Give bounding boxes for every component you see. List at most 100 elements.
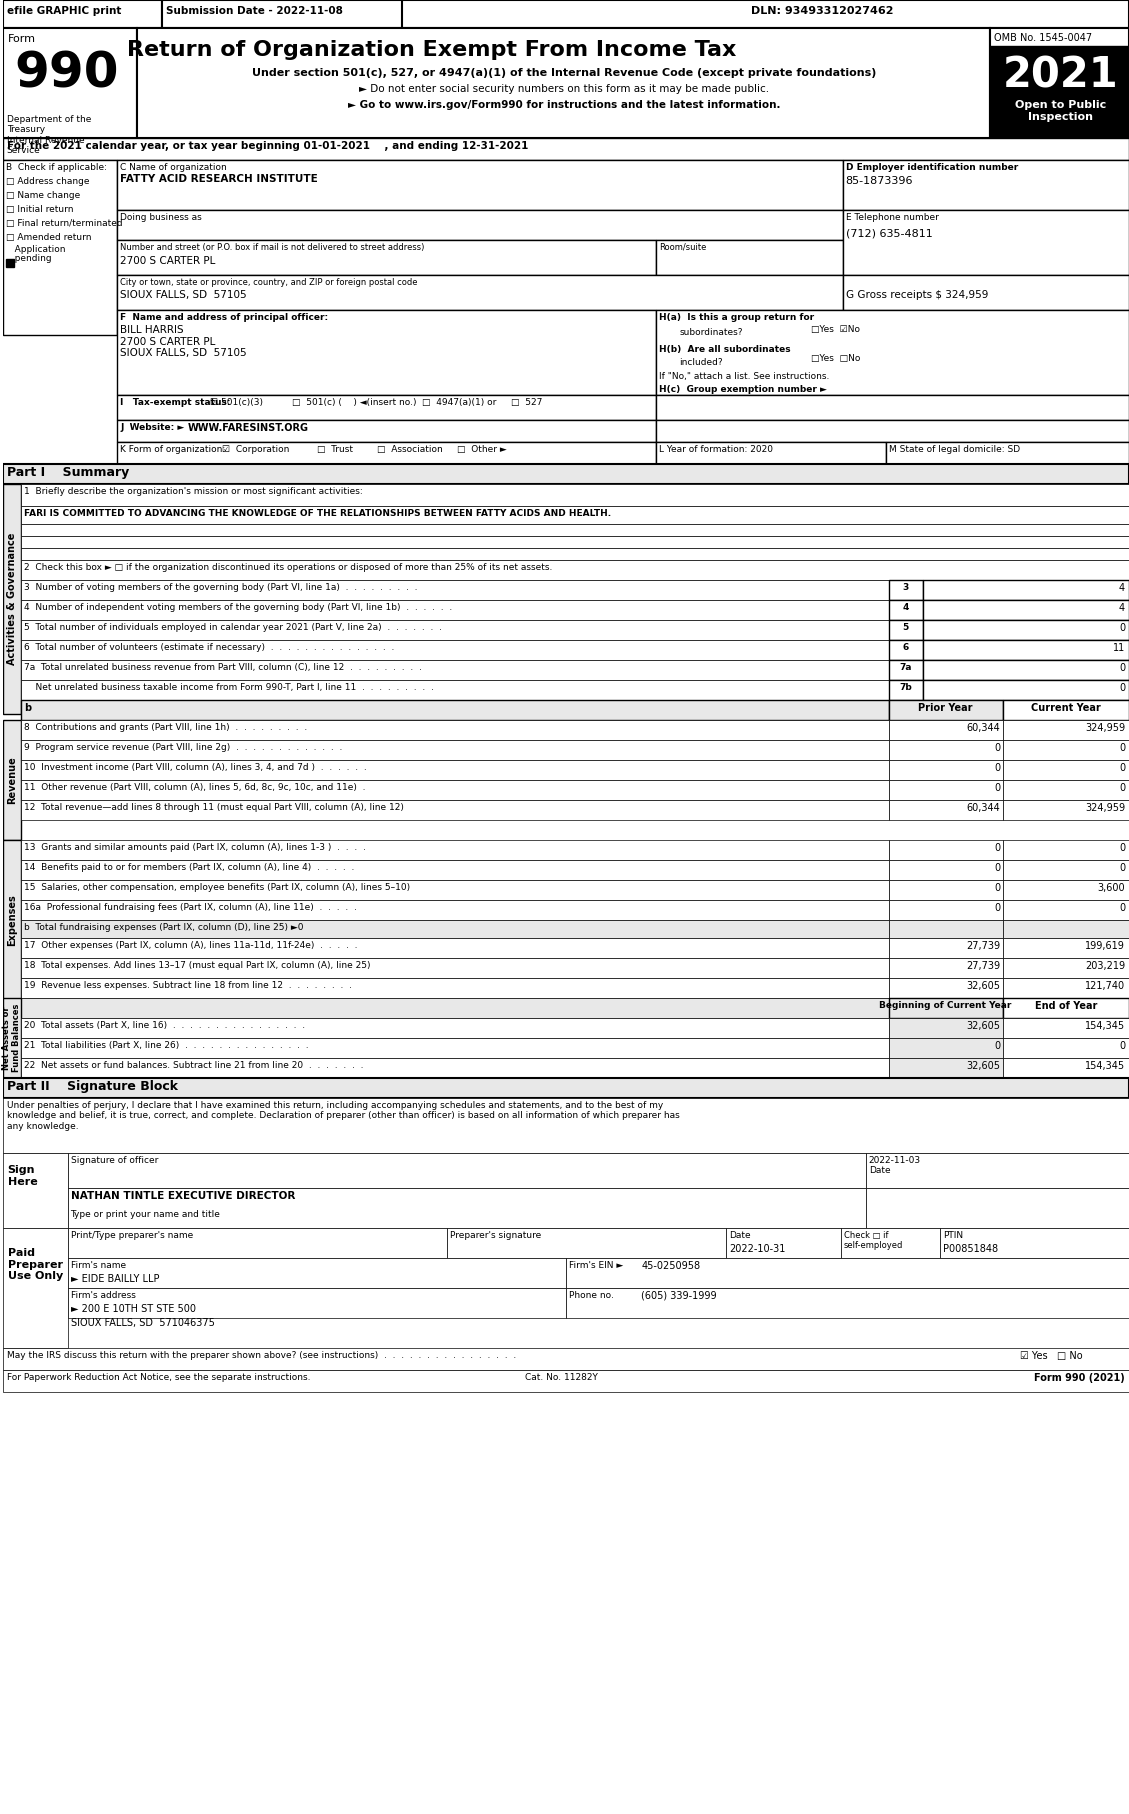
Text: End of Year: End of Year [1035,1001,1097,1010]
Text: □ Final return/terminated: □ Final return/terminated [6,219,122,229]
Text: 0: 0 [1119,844,1124,853]
Bar [1004,880,1129,900]
Text: 324,959: 324,959 [1085,804,1124,813]
Text: B  Check if applicable:: B Check if applicable: [6,163,107,172]
Text: Room/suite: Room/suite [659,243,707,252]
Text: Phone no.: Phone no. [569,1292,614,1301]
Text: 85-1873396: 85-1873396 [846,176,913,187]
Text: OMB No. 1545-0047: OMB No. 1545-0047 [995,33,1093,44]
Bar [990,45,1129,94]
Bar [2,1154,68,1228]
Bar [990,94,1129,138]
Bar [889,580,924,600]
Text: 3,600: 3,600 [1097,883,1124,892]
Text: 7a: 7a [900,662,912,671]
Text: 16a  Professional fundraising fees (Part IX, column (A), line 11e)  .  .  .  .  : 16a Professional fundraising fees (Part … [24,903,357,912]
Text: Date: Date [729,1232,751,1241]
Text: ☑  Corporation: ☑ Corporation [222,444,289,454]
Bar [20,880,889,900]
Text: 4: 4 [1119,602,1124,613]
Text: Cat. No. 11282Y: Cat. No. 11282Y [525,1373,598,1382]
Text: 154,345: 154,345 [1085,1061,1124,1070]
Text: 32,605: 32,605 [966,1021,1000,1030]
Text: 2  Check this box ► □ if the organization discontinued its operations or dispose: 2 Check this box ► □ if the organization… [24,562,552,571]
Bar [924,660,1129,680]
Text: FATTY ACID RESEARCH INSTITUTE: FATTY ACID RESEARCH INSTITUTE [121,174,318,183]
Bar [117,443,656,464]
Text: Type or print your name and title: Type or print your name and title [70,1210,220,1219]
Text: Net unrelated business taxable income from Form 990-T, Part I, line 11  .  .  . : Net unrelated business taxable income fr… [24,684,434,691]
Text: included?: included? [679,357,723,366]
Bar [117,210,842,239]
Bar [20,978,889,998]
Text: Print/Type preparer's name: Print/Type preparer's name [70,1232,193,1241]
Bar [20,780,889,800]
Bar [924,600,1129,620]
Bar [924,580,1129,600]
Text: □  527: □ 527 [511,397,543,406]
Text: Doing business as: Doing business as [121,212,202,221]
Text: 0: 0 [995,744,1000,753]
Bar [1004,978,1129,998]
Text: For Paperwork Reduction Act Notice, see the separate instructions.: For Paperwork Reduction Act Notice, see … [7,1373,310,1382]
Text: If "No," attach a list. See instructions.: If "No," attach a list. See instructions… [659,372,830,381]
Bar [1004,1038,1129,1058]
Text: Preparer's signature: Preparer's signature [449,1232,541,1241]
Bar [20,998,889,1018]
Text: Firm's EIN ►: Firm's EIN ► [569,1261,623,1270]
Bar [20,700,889,720]
Bar [2,998,20,1078]
Text: Net Assets or
Fund Balances: Net Assets or Fund Balances [2,1003,21,1072]
Bar [889,760,1004,780]
Text: Revenue: Revenue [7,756,17,804]
Text: City or town, state or province, country, and ZIP or foreign postal code: City or town, state or province, country… [121,278,418,287]
Bar [567,1288,1129,1319]
Bar [889,700,1004,720]
Text: Current Year: Current Year [1031,704,1101,713]
Bar [841,1228,940,1257]
Text: □  Other ►: □ Other ► [456,444,507,454]
Text: D Employer identification number: D Employer identification number [846,163,1018,172]
Text: 13  Grants and similar amounts paid (Part IX, column (A), lines 1-3 )  .  .  .  : 13 Grants and similar amounts paid (Part… [24,844,366,853]
Text: 0: 0 [1119,622,1124,633]
Bar [117,239,656,276]
Text: b: b [24,704,30,713]
Bar [889,720,1004,740]
Text: 0: 0 [995,844,1000,853]
Bar [656,421,1129,443]
Text: 0: 0 [1119,784,1124,793]
Text: Under section 501(c), 527, or 4947(a)(1) of the Internal Revenue Code (except pr: Under section 501(c), 527, or 4947(a)(1)… [252,67,876,78]
Bar [889,1038,1004,1058]
Bar [2,1228,68,1348]
Text: Activities & Governance: Activities & Governance [7,533,17,666]
Text: □  Association: □ Association [377,444,443,454]
Bar [20,840,889,860]
Bar [117,421,656,443]
Bar [842,210,1129,276]
Text: WWW.FARESINST.ORG: WWW.FARESINST.ORG [187,423,308,434]
Text: DLN: 93493312027462: DLN: 93493312027462 [751,5,893,16]
Text: K Form of organization:: K Form of organization: [121,444,226,454]
Bar [866,1188,1129,1228]
Text: pending: pending [6,254,51,263]
Text: 6: 6 [902,642,909,651]
Bar [117,276,842,310]
Text: ► 200 E 10TH ST STE 500: ► 200 E 10TH ST STE 500 [70,1304,195,1313]
Text: H(c)  Group exemption number ►: H(c) Group exemption number ► [659,385,828,394]
Text: For the 2021 calendar year, or tax year beginning 01-01-2021    , and ending 12-: For the 2021 calendar year, or tax year … [7,141,528,151]
Text: Application: Application [6,245,65,254]
Text: 0: 0 [1119,903,1124,912]
Text: 0: 0 [995,863,1000,873]
Bar [20,620,889,640]
Text: 2022-11-03
Date: 2022-11-03 Date [868,1156,921,1175]
Bar [842,160,1129,210]
Text: 0: 0 [1119,662,1124,673]
Text: 4  Number of independent voting members of the governing body (Part VI, line 1b): 4 Number of independent voting members o… [24,602,452,611]
Bar [2,160,117,336]
Bar [117,310,656,395]
Text: I   Tax-exempt status:: I Tax-exempt status: [121,397,231,406]
Bar [20,524,1129,535]
Bar [889,880,1004,900]
Text: Number and street (or P.O. box if mail is not delivered to street address): Number and street (or P.O. box if mail i… [121,243,425,252]
Text: 990: 990 [15,51,120,98]
